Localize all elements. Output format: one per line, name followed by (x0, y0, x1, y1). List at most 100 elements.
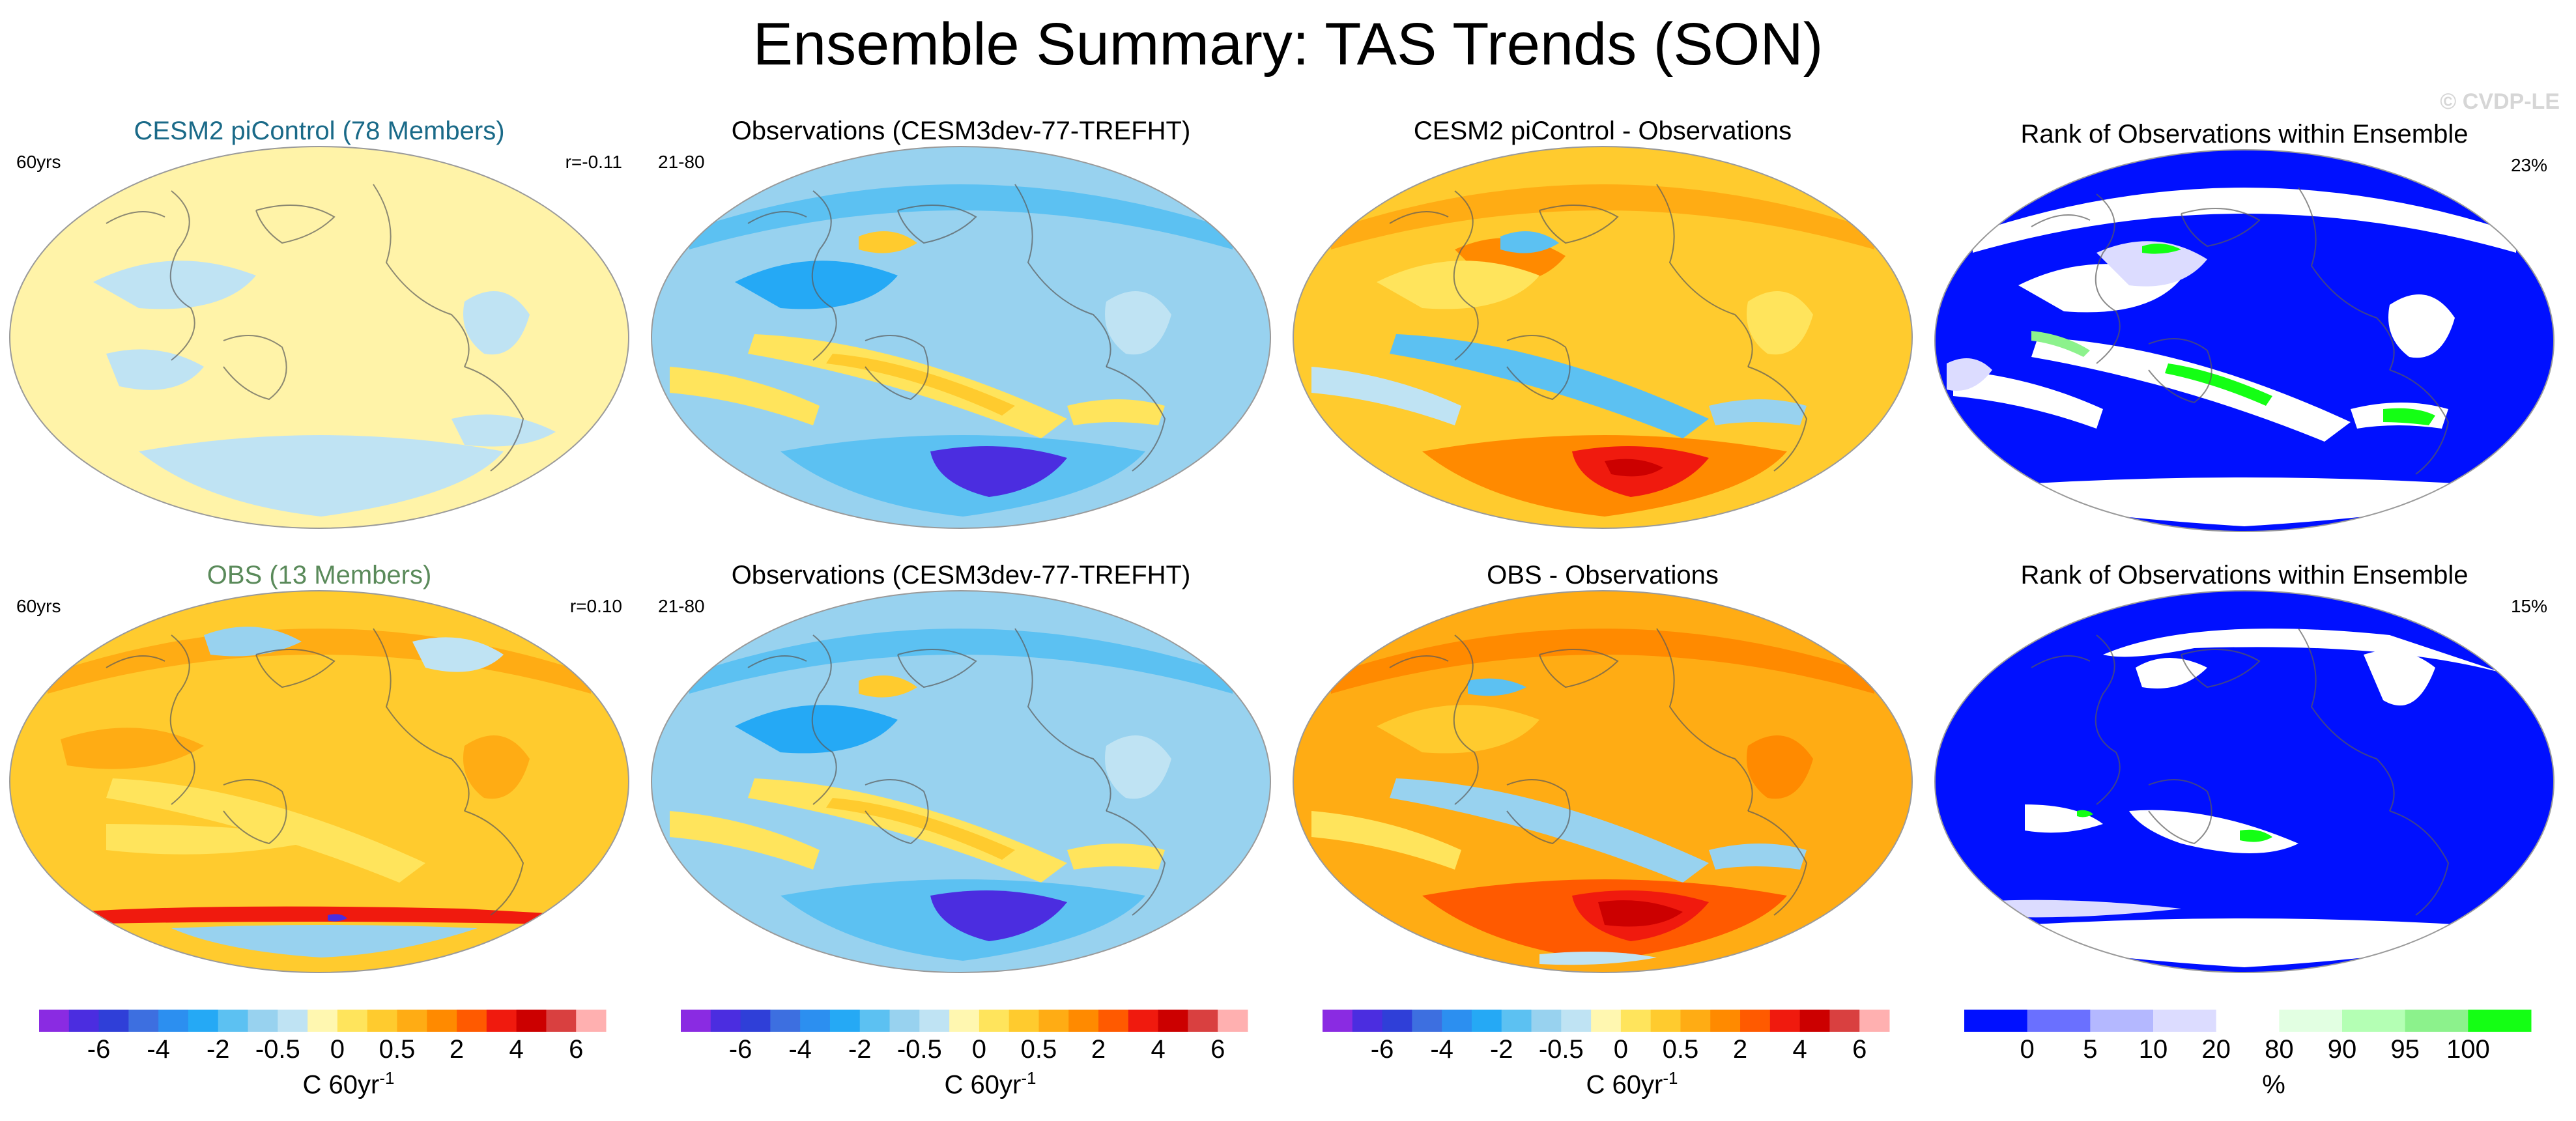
period-label: 60yrs (16, 596, 61, 616)
colorbar-swatch (39, 1010, 70, 1032)
map-outline (9, 590, 629, 973)
map-layers (1935, 591, 2554, 972)
colorbar-tick-label: -0.5 (255, 1035, 300, 1064)
trend-region (930, 446, 1067, 497)
colorbar-swatch (486, 1010, 517, 1032)
map-outline (651, 590, 1271, 973)
coastline (865, 779, 929, 845)
colorbar-tick-label: -6 (87, 1035, 111, 1064)
coastline (2148, 779, 2212, 845)
colorbar-swatch (1769, 1010, 1801, 1032)
trend-region (451, 414, 556, 447)
colorbar-swatch (367, 1010, 397, 1032)
panel-observations-row2: Observations (CESM3dev-77-TREFHT) 21-80 (645, 558, 1277, 975)
trend-region (106, 349, 204, 390)
panel-title: Observations (CESM3dev-77-TREFHT) (731, 561, 1191, 589)
trend-region (1377, 261, 1539, 309)
colorbar-tick-label: 6 (569, 1035, 583, 1064)
colorbar-tick-label: 2 (1733, 1035, 1747, 1064)
colorbar-swatch (949, 1010, 980, 1032)
trend-region (930, 890, 1067, 941)
colorbar-tick-label: -6 (1371, 1035, 1394, 1064)
colorbar-tick-label: -2 (207, 1035, 230, 1064)
coastline (1453, 190, 1479, 361)
trend-region (1598, 900, 1683, 927)
colorbar-tick-label: 6 (1852, 1035, 1867, 1064)
map-obs-minus-obs (1293, 590, 1913, 973)
colorbar-swatch (128, 1010, 159, 1032)
coastline (2298, 628, 2395, 812)
colorbar-swatch (546, 1010, 577, 1032)
colorbar-swatch (1352, 1010, 1383, 1032)
coastline (1106, 810, 1166, 916)
colorbar-swatch (710, 1010, 741, 1032)
colorbar-swatch (1098, 1010, 1129, 1032)
colorbar-swatch (1188, 1010, 1218, 1032)
trend-region (826, 354, 1015, 416)
colorbar-swatch (1128, 1010, 1159, 1032)
colorbar-swatch (1710, 1010, 1741, 1032)
rank-region (2025, 804, 2103, 833)
coastline (223, 779, 287, 845)
panel-cesm2-picontrol: CESM2 piControl (78 Members) 60yrs r=-0.… (3, 114, 635, 531)
colorbar-swatch (1382, 1010, 1412, 1032)
coastline (747, 211, 807, 224)
coastline (1106, 366, 1166, 472)
trend-region (1390, 334, 1709, 438)
coastline (2389, 369, 2450, 475)
coastline (1747, 366, 1808, 472)
coastline (2181, 208, 2261, 248)
coastline (1453, 634, 1479, 805)
map-outline (651, 146, 1271, 529)
colorbar-swatch (1158, 1010, 1188, 1032)
trend-region (689, 629, 1233, 694)
main-title: Ensemble Summary: TAS Trends (SON) (752, 11, 1824, 78)
colorbar-tick-label: -4 (1430, 1035, 1453, 1064)
colorbar-swatch (829, 1010, 861, 1032)
rank-region (2031, 337, 2351, 442)
trend-region (328, 914, 347, 922)
colorbar-swatch (859, 1010, 891, 1032)
map-outline (1293, 590, 1913, 973)
coastline (373, 628, 470, 812)
copyright-label: © CVDP-LE (2440, 89, 2560, 114)
panel-title: Observations (CESM3dev-77-TREFHT) (731, 117, 1191, 145)
panel-title: CESM2 piControl (78 Members) (134, 117, 505, 145)
coastline (255, 205, 336, 244)
colorbar-swatch (278, 1010, 308, 1032)
trend-region (859, 231, 917, 253)
colorbar-unit: % (2262, 1070, 2285, 1100)
map-obs-ensemble (9, 590, 629, 973)
coastline (2095, 193, 2121, 364)
colorbar-swatch (337, 1010, 368, 1032)
rank-region (2165, 363, 2272, 406)
trend-region (1105, 735, 1171, 799)
rank-percent-label: 15% (2510, 596, 2547, 616)
colorbar-unit: C 60yr-1 (302, 1068, 395, 1100)
map-layers (1293, 591, 1912, 972)
coastline (897, 205, 977, 244)
rank-region (1973, 918, 2516, 967)
colorbar-swatch (397, 1010, 427, 1032)
coastline (1656, 184, 1753, 367)
colorbar-tick-label: 0.5 (379, 1035, 416, 1064)
trend-region (1377, 705, 1539, 754)
trend-region (1709, 399, 1807, 425)
rank-region (1973, 477, 2516, 526)
trend-region (106, 824, 334, 855)
trend-region (204, 627, 302, 657)
colorbar-tick-label: 90 (2328, 1035, 2357, 1064)
coastline (106, 655, 165, 668)
rank-percent-label: 23% (2510, 155, 2547, 175)
map-observations-row1 (651, 146, 1271, 529)
colorbar-tick-label: 0 (2020, 1035, 2035, 1064)
colorbar-swatch (979, 1010, 1010, 1032)
coastline (1014, 628, 1111, 812)
panel-obs-ensemble: OBS (13 Members) 60yrs r=0.10 (3, 558, 635, 975)
map-outline (1934, 149, 2555, 532)
colorbar-tick-label: 0 (972, 1035, 986, 1064)
coastline (1014, 184, 1111, 367)
coastline (373, 184, 470, 367)
colorbar-tick-label: 80 (2265, 1035, 2294, 1064)
colorbar-tick-label: -0.5 (897, 1035, 942, 1064)
